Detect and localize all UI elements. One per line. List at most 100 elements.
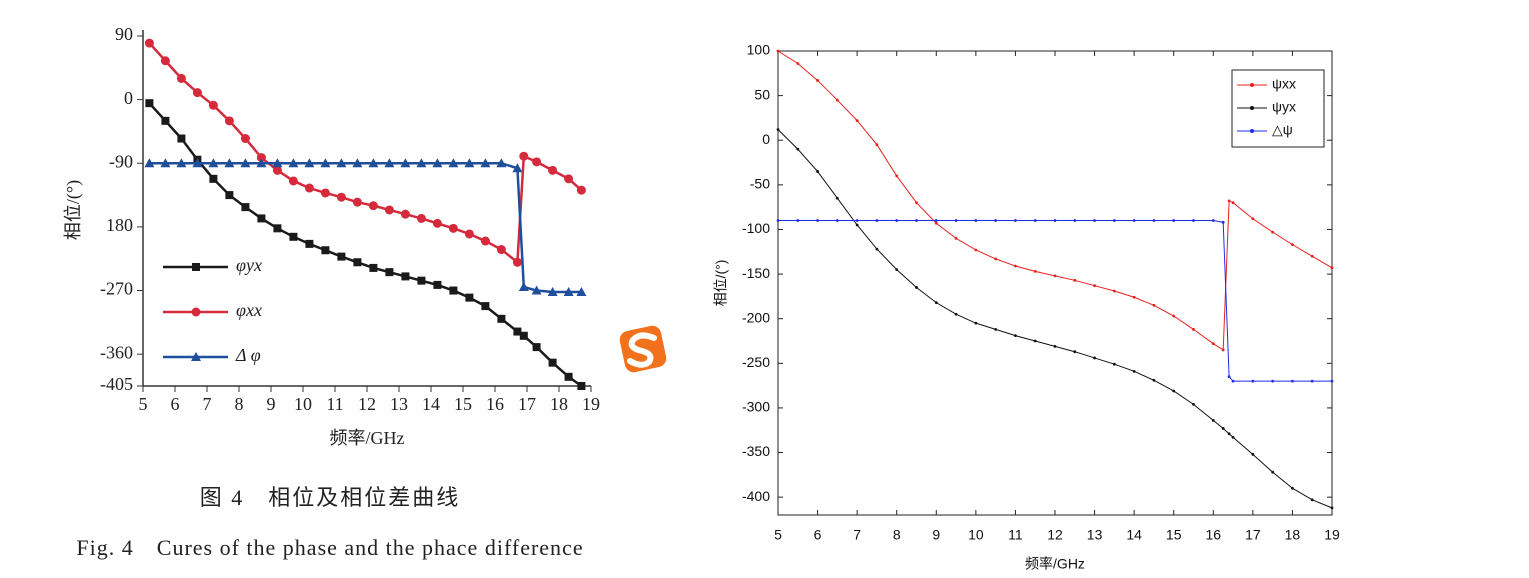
y-tick-label: 180	[106, 215, 133, 235]
marker	[564, 174, 574, 184]
marker	[320, 158, 331, 168]
y-tick-label: -300	[742, 399, 770, 415]
marker	[160, 158, 171, 168]
marker	[241, 203, 250, 212]
marker	[532, 157, 542, 167]
marker	[352, 197, 362, 207]
marker	[416, 213, 426, 223]
legend-label: △ψ	[1272, 122, 1293, 138]
marker	[954, 312, 958, 316]
marker	[1192, 219, 1195, 222]
x-axis-label: 频率/GHz	[330, 428, 405, 448]
marker	[144, 158, 155, 168]
x-tick-label: 12	[358, 394, 376, 414]
marker	[208, 100, 218, 110]
marker	[449, 286, 458, 295]
y-tick-label: -400	[742, 488, 770, 504]
marker	[796, 147, 800, 151]
marker	[192, 88, 202, 98]
marker	[1271, 470, 1275, 474]
marker	[1251, 452, 1255, 456]
marker	[320, 188, 330, 198]
marker	[400, 158, 411, 168]
marker	[336, 158, 347, 168]
marker	[577, 382, 586, 390]
marker	[855, 223, 859, 227]
marker	[1152, 219, 1156, 222]
marker	[160, 56, 170, 66]
marker	[256, 153, 266, 163]
marker	[895, 219, 899, 222]
legend-label: Δ φ	[235, 345, 261, 365]
marker	[1033, 219, 1037, 222]
marker	[256, 158, 267, 168]
marker	[796, 219, 800, 222]
series-line	[148, 42, 583, 265]
x-tick-label: 15	[1166, 527, 1182, 543]
marker	[1132, 219, 1136, 222]
marker	[401, 272, 410, 281]
marker	[176, 73, 186, 83]
marker	[1271, 230, 1275, 234]
y-axis-label: 相位/(°)	[63, 180, 84, 240]
marker	[224, 158, 235, 168]
x-tick-label: 12	[1047, 527, 1063, 543]
marker	[816, 170, 819, 173]
marker	[288, 176, 298, 186]
x-tick-label: 17	[1245, 527, 1261, 543]
y-tick-label: -360	[100, 342, 133, 362]
y-tick-label: 50	[754, 86, 770, 102]
marker	[974, 248, 978, 252]
x-tick-label: 5	[139, 394, 148, 414]
marker	[1211, 219, 1215, 222]
x-tick-label: 13	[390, 394, 408, 414]
marker	[177, 134, 186, 143]
caption-zh: 图 4 相位及相位差曲线	[200, 485, 461, 510]
marker	[1227, 432, 1231, 436]
x-tick-label: 7	[203, 394, 212, 414]
marker	[776, 128, 780, 131]
marker	[1172, 219, 1176, 222]
marker	[432, 218, 442, 228]
marker	[974, 219, 978, 222]
x-tick-label: 18	[550, 394, 568, 414]
marker	[512, 163, 523, 173]
marker	[1251, 217, 1255, 221]
left-chart: 5 6 7 8 9 10 11 12 13 14 15 16 17 18 19 90 0 -90 180 -270 -3…	[63, 24, 600, 448]
y-tick-label: -50	[750, 176, 770, 192]
marker	[384, 158, 395, 168]
marker	[1014, 219, 1017, 222]
marker	[368, 158, 379, 168]
marker	[519, 151, 529, 161]
marker	[796, 62, 800, 65]
series-line	[778, 220, 1332, 382]
x-tick-label: 8	[893, 527, 901, 543]
marker	[273, 224, 282, 233]
marker	[816, 219, 819, 222]
sogou-icon	[619, 325, 667, 373]
marker	[1231, 435, 1235, 439]
marker	[369, 263, 378, 272]
marker	[433, 280, 442, 289]
marker	[1014, 334, 1017, 338]
marker	[1227, 375, 1231, 379]
marker	[934, 301, 938, 305]
marker	[224, 116, 234, 126]
marker	[448, 158, 459, 168]
marker	[816, 79, 819, 82]
marker	[1330, 506, 1334, 510]
marker	[1291, 486, 1294, 490]
marker	[336, 192, 346, 202]
right-chart: 5 6 7 8 9 10 11 12 13 14 15 16 17 18 19 100 50 0 -50 -100 -1…	[713, 42, 1340, 572]
marker	[1093, 356, 1096, 360]
x-tick-label: 10	[968, 527, 984, 543]
marker	[257, 214, 266, 223]
marker	[1053, 274, 1057, 278]
y-tick-label: -100	[742, 220, 770, 236]
legend-marker	[191, 307, 201, 317]
marker	[974, 321, 978, 325]
marker	[1271, 379, 1275, 383]
x-tick-label: 6	[171, 394, 180, 414]
marker	[563, 286, 574, 296]
